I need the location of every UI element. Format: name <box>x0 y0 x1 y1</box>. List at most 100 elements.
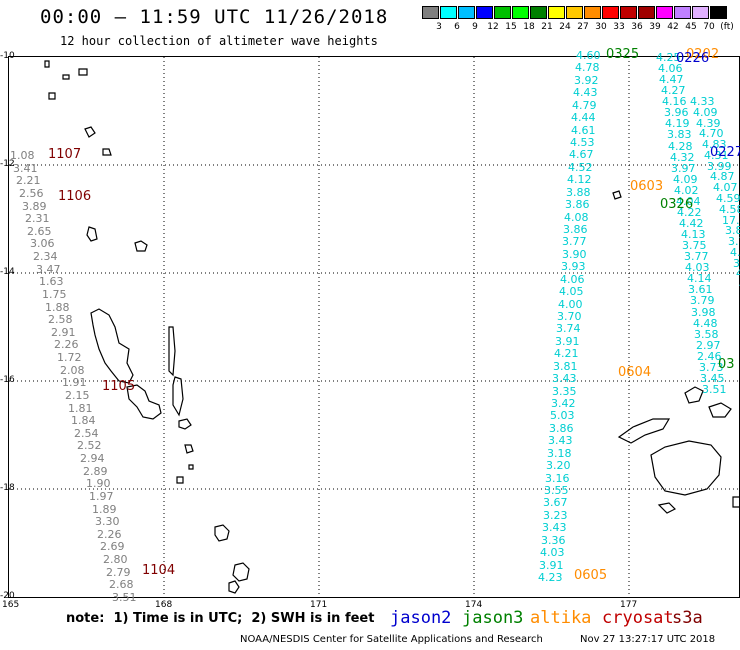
wave-height-value: 3.36 <box>541 534 566 547</box>
wave-height-value: 3.74 <box>556 322 581 335</box>
colorbar-swatch <box>566 6 583 19</box>
wave-height-value: 3.77 <box>684 250 709 263</box>
wave-height-value: 2.26 <box>54 338 79 351</box>
wave-height-value: 3.43 <box>542 521 567 534</box>
wave-height-value: 4.03 <box>685 261 710 274</box>
pass-time-label: 1104 <box>142 563 176 578</box>
colorbar-swatch <box>656 6 673 19</box>
wave-height-value: 1.89 <box>92 503 117 516</box>
wave-height-value: 3.42 <box>551 397 576 410</box>
longitude-label: 177 <box>620 600 638 610</box>
wave-height-value: 2.52 <box>77 439 102 452</box>
wave-height-value: 3.61 <box>688 283 713 296</box>
colorbar-label: (ft) <box>720 22 734 32</box>
colorbar-swatch <box>620 6 637 19</box>
pass-time-label: 03 <box>718 357 735 372</box>
wave-height-value: 3.96 <box>664 106 689 119</box>
wave-height-value: 4.78 <box>575 61 600 74</box>
wave-height-value: 4.79 <box>572 99 597 112</box>
wave-height-value: 4.53 <box>570 136 595 149</box>
longitude-label: 165 <box>2 600 20 610</box>
wave-height-value: 2.54 <box>74 427 99 440</box>
wave-height-value: 3.88 <box>566 186 591 199</box>
coastline-banks <box>48 68 112 156</box>
coastline-rotuma <box>612 190 622 200</box>
wave-height-value: 3.20 <box>546 459 571 472</box>
wave-height-value: 4.59 <box>716 192 740 205</box>
wave-height-value: 3.79 <box>690 294 715 307</box>
wave-height-value: 2.56 <box>19 187 44 200</box>
wave-height-value: 3.58 <box>694 328 719 341</box>
satellite-legend-item: s3a <box>672 608 703 628</box>
wave-height-value: 2.94 <box>80 452 105 465</box>
wave-height-value: 4.06 <box>658 62 683 75</box>
colorbar-swatch <box>530 6 547 19</box>
coastline-pentecost <box>172 376 184 417</box>
pass-time-label: 0326 <box>660 197 694 212</box>
wave-height-value: 3.86 <box>549 422 574 435</box>
wave-height-value: 2.15 <box>65 389 90 402</box>
colorbar-swatch <box>674 6 691 19</box>
pass-time-label: 0226 <box>676 51 710 66</box>
colorbar-label: 12 <box>487 22 499 32</box>
wave-height-value: 4.37 <box>736 267 740 280</box>
wave-height-value: 4.70 <box>699 127 724 140</box>
colorbar-label: 70 <box>703 22 715 32</box>
wave-height-value: 4.28 <box>668 140 693 153</box>
wave-height-value: 3.81 <box>553 360 578 373</box>
wave-height-value: 2.21 <box>16 174 41 187</box>
colorbar-label: 6 <box>454 22 460 32</box>
colorbar-label: 39 <box>649 22 661 32</box>
wave-height-value: 3.35 <box>552 385 577 398</box>
wave-height-value: 3.47 <box>36 263 61 276</box>
wave-height-value: 3.91 <box>555 335 580 348</box>
wave-height-value: 4.23 <box>538 571 563 584</box>
wave-height-value: 4.42 <box>679 217 704 230</box>
wave-height-value: 2.65 <box>27 225 52 238</box>
wave-height-value: 4.33 <box>690 95 715 108</box>
pass-time-label: 0603 <box>630 179 664 194</box>
coastline-malakula <box>126 384 162 420</box>
wave-height-value: 4.43 <box>573 86 598 99</box>
wave-height-value: 1.91 <box>62 376 87 389</box>
colorbar-label: 21 <box>541 22 553 32</box>
wave-height-value: 3.83 <box>667 128 692 141</box>
wave-height-value: 3.86 <box>565 198 590 211</box>
wave-height-value: 4.52 <box>568 161 593 174</box>
wave-height-value: 3.18 <box>547 447 572 460</box>
map-title: 00:00 – 11:59 UTC 11/26/2018 <box>40 6 389 28</box>
coastline-aoba <box>86 226 148 252</box>
wave-height-value: 4.67 <box>569 148 594 161</box>
colorbar-swatch <box>710 6 727 19</box>
coastline-kadavu <box>657 502 677 514</box>
coastline-fiji-taveuni <box>684 386 704 404</box>
map-subtitle: 12 hour collection of altimeter wave hei… <box>60 34 378 48</box>
pass-time-label: 0325 <box>606 47 640 62</box>
wave-height-value: 1.97 <box>89 490 114 503</box>
pass-time-label: 0227 <box>710 145 740 160</box>
latitude-label: -12 <box>0 159 15 169</box>
longitude-label: 171 <box>310 600 328 610</box>
credit-line: NOAA/NESDIS Center for Satellite Applica… <box>240 634 543 645</box>
wave-height-value: 4.08 <box>564 211 589 224</box>
colorbar-label: 15 <box>505 22 517 32</box>
satellite-legend-item: cryosat <box>602 608 674 628</box>
wave-height-value: 2.69 <box>100 540 125 553</box>
colorbar-label: 42 <box>667 22 679 32</box>
pass-time-label: 0202 <box>686 47 720 62</box>
wave-height-value: 1.08 <box>10 149 35 162</box>
wave-height-value: 4.09 <box>693 106 718 119</box>
wave-height-value: 3.91 <box>539 559 564 572</box>
colorbar-label: 9 <box>472 22 478 32</box>
coastline-fiji-lau <box>708 402 739 508</box>
wave-height-value: 2.58 <box>48 313 73 326</box>
coastline-fiji-vanua-levu <box>617 418 671 444</box>
colorbar-label: 30 <box>595 22 607 32</box>
coastline-ambrym <box>178 418 192 430</box>
wave-height-value: 1.88 <box>45 301 70 314</box>
wave-height-value: 2.79 <box>106 566 131 579</box>
wave-height-value: 2.46 <box>697 350 722 363</box>
wave-height-value: 2.34 <box>33 250 58 263</box>
wave-height-value: 2.80 <box>103 553 128 566</box>
wave-height-value: 4.25 <box>656 51 681 64</box>
